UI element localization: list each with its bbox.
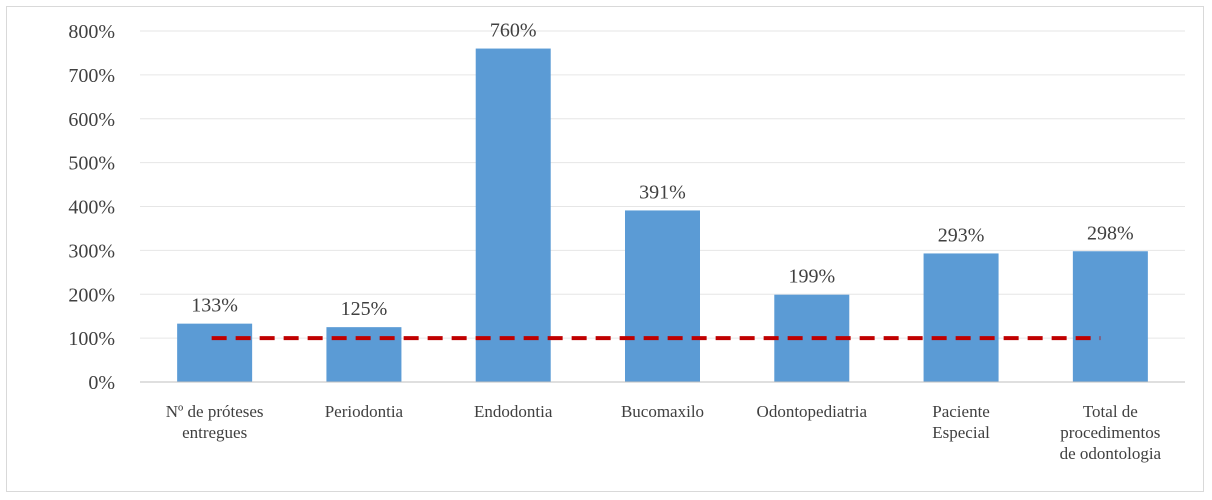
bar: [326, 327, 402, 382]
data-label: 133%: [191, 295, 238, 317]
bar: [923, 253, 999, 382]
x-tick-label: Nº de próteses entregues: [166, 402, 264, 442]
x-tick-label: Bucomaxilo: [621, 402, 704, 421]
bars: [177, 48, 1148, 383]
data-label: 125%: [341, 298, 388, 320]
bar: [625, 210, 700, 382]
bar: [475, 48, 551, 383]
x-tick-label: Total de procedimentos de odontologia: [1060, 402, 1162, 463]
data-labels: 133% 125% 760% 391% 199% 293% 298%: [191, 20, 1133, 321]
y-tick-label: 700%: [68, 65, 115, 87]
data-label: 199%: [788, 266, 835, 288]
chart-frame: [6, 6, 1204, 492]
bar: [1072, 251, 1148, 382]
y-tick-label: 300%: [68, 240, 115, 262]
data-label: 760%: [490, 20, 537, 42]
x-tick-label: Periodontia: [325, 402, 404, 421]
y-tick-label: 600%: [68, 109, 115, 131]
x-tick-label: Paciente Especial: [932, 402, 990, 442]
y-tick-label: 0%: [88, 372, 115, 394]
x-tick-label: Odontopediatria: [757, 402, 868, 421]
y-tick-label: 100%: [68, 328, 115, 350]
y-tick-label: 200%: [68, 284, 115, 306]
bar: [177, 323, 253, 382]
y-tick-label: 500%: [68, 153, 115, 175]
y-tick-label: 400%: [68, 197, 115, 219]
data-label: 391%: [639, 181, 686, 203]
data-label: 293%: [938, 224, 985, 246]
y-axis: 0% 100% 200% 300% 400% 500% 600% 700% 800%: [68, 21, 115, 394]
x-axis: Nº de próteses entregues Periodontia Endodo…: [140, 381, 1185, 463]
y-tick-label: 800%: [68, 21, 115, 43]
x-tick-label: Endodontia: [474, 402, 553, 421]
data-label: 298%: [1087, 222, 1134, 244]
